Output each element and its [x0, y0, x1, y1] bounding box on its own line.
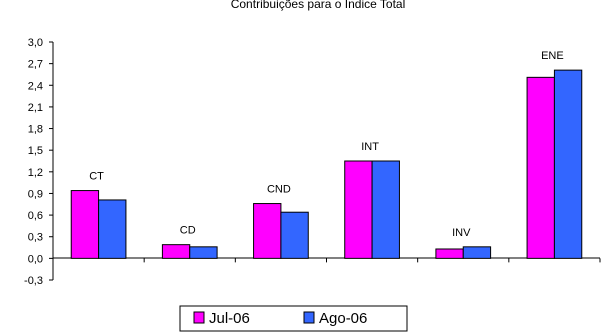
y-tick-label: -0,3 [24, 275, 43, 287]
bar-int-jul-06 [344, 160, 373, 259]
category-label-int: INT [361, 141, 379, 153]
bar-inv-ago-06 [462, 246, 492, 259]
y-tick-label: 1,5 [28, 145, 43, 157]
bar-cd-jul-06 [161, 244, 191, 259]
y-tick-label: 2,4 [28, 80, 43, 92]
y-tick-label: 0,9 [28, 188, 43, 200]
y-tick-label: 1,8 [28, 124, 43, 136]
legend-label-ago-06: Ago-06 [319, 310, 367, 327]
bar-cd-ago-06 [189, 246, 218, 259]
bar-cnd-jul-06 [253, 203, 282, 259]
category-label-ct: CT [89, 171, 104, 183]
legend-swatch-ago-06 [303, 311, 315, 324]
chart-title: Contribuições para o Índice Total [231, 0, 406, 11]
bar-int-ago-06 [371, 160, 400, 259]
y-axis-ticks: 3,0 2,7 2,4 2,1 1,8 1,5 1,2 0,9 0,6 0,3 0,0 -0,3 [24, 37, 53, 287]
category-label-cnd: CND [267, 184, 291, 196]
bar-ct-jul-06 [70, 190, 100, 259]
legend-swatch-jul-06 [193, 311, 205, 324]
bar-cnd-ago-06 [280, 211, 309, 259]
bar-inv-jul-06 [435, 248, 464, 259]
y-tick-label: 1,2 [28, 167, 43, 179]
category-label-inv: INV [452, 227, 471, 239]
legend-label-jul-06: Jul-06 [209, 310, 250, 327]
y-tick-label: 0,0 [28, 253, 43, 265]
bar-ct-ago-06 [98, 199, 127, 259]
y-tick-label: 2,7 [28, 59, 43, 71]
bars [70, 69, 583, 259]
category-labels: CT CD CND INT INV ENE [89, 50, 563, 239]
y-tick-label: 0,3 [28, 232, 43, 244]
y-tick-label: 0,6 [28, 210, 43, 222]
category-label-ene: ENE [541, 50, 564, 62]
y-tick-label: 3,0 [28, 37, 43, 49]
x-axis-ticks [52, 258, 601, 263]
bar-ene-jul-06 [526, 76, 555, 259]
legend-box [179, 305, 408, 332]
category-label-cd: CD [180, 225, 196, 237]
bar-ene-ago-06 [553, 69, 583, 259]
legend: Jul-06 Ago-06 [179, 305, 408, 332]
y-tick-label: 2,1 [28, 102, 43, 114]
